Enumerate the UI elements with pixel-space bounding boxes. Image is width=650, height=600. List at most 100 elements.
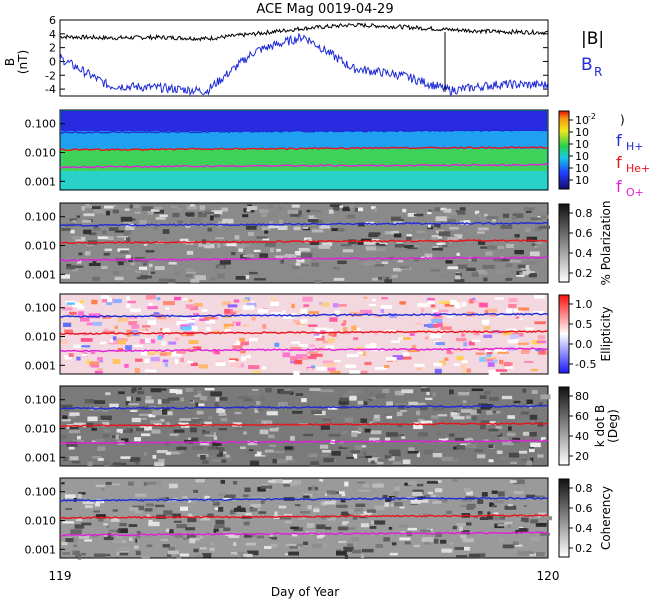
spectrogram-cell: [388, 527, 393, 530]
spectrogram-cell: [328, 332, 334, 336]
spectrogram-cell: [485, 308, 498, 313]
spectrogram-cell: [309, 243, 321, 249]
spectrogram-cell: [354, 508, 363, 512]
spectrogram-cell: [115, 434, 120, 440]
spectrogram-cell: [168, 278, 176, 284]
spectrogram-cell: [530, 368, 538, 372]
spectrogram-cell: [303, 227, 309, 229]
spectrogram-cell: [325, 345, 335, 349]
freq-tick-label: 0.010: [25, 515, 57, 528]
spectrogram-cell: [293, 319, 300, 324]
spectrogram-cell: [242, 324, 249, 327]
spectrogram-cell: [203, 396, 208, 401]
spectrogram-cell: [298, 344, 308, 348]
spectrogram-cell: [438, 300, 451, 304]
spectrogram-cell: [264, 546, 272, 549]
spectrogram-cell: [440, 539, 447, 544]
spectrogram-cell: [402, 356, 412, 360]
spectrogram-cell: [526, 399, 533, 405]
spectrogram-cell: [529, 445, 534, 449]
spectrogram-cell: [154, 225, 159, 230]
colorbar-tick-label: 0.2: [575, 267, 593, 280]
spectrogram-cell: [147, 481, 156, 485]
spectrogram-cell: [365, 344, 377, 349]
spectrogram-cell: [61, 482, 65, 485]
spectrogram-cell: [135, 460, 139, 465]
spectrogram-cell: [342, 443, 347, 448]
spectrogram-cell: [156, 450, 168, 454]
spectrogram-cell: [268, 480, 276, 483]
spectrogram-cell: [339, 397, 349, 402]
freq-tick-label: 0.001: [25, 359, 57, 372]
spectrogram-cell: [350, 450, 361, 453]
spectrogram-cell: [270, 301, 280, 306]
spectrogram-cell: [82, 219, 92, 223]
spectrogram-cell: [95, 502, 101, 507]
spectrogram-cell: [456, 252, 460, 256]
spectrogram-cell: [180, 506, 188, 511]
spectrogram-cell: [236, 340, 241, 344]
spectrogram-cell: [486, 359, 493, 362]
spectrogram-cell: [126, 237, 131, 242]
colorbar-tick-label: 0.5: [575, 318, 593, 331]
spectrogram-cell: [505, 277, 513, 281]
spectrogram-cell: [517, 264, 526, 269]
spectrogram-cell: [424, 540, 431, 545]
spectrogram-cell: [234, 427, 244, 430]
spectrogram-cell: [212, 459, 221, 463]
spectrogram-cell: [338, 400, 349, 405]
spectrogram-cell: [486, 515, 496, 520]
spectrogram-cell: [339, 205, 344, 208]
spectrogram-cell: [436, 480, 442, 483]
spectrogram-cell: [117, 317, 129, 322]
spectrogram-cell: [202, 431, 210, 434]
spectrogram-cell: [462, 370, 470, 373]
spectrogram-cell: [226, 243, 237, 247]
spectrogram-cell: [169, 229, 174, 232]
spectrogram-cell: [460, 443, 471, 447]
spectrogram-cell: [62, 552, 70, 555]
spectrogram-cell: [394, 483, 398, 487]
spectrogram-cell: [316, 524, 326, 530]
spectrogram-cell: [299, 511, 311, 514]
spectrogram-cell: [168, 262, 177, 265]
spectrogram-cell: [176, 524, 187, 529]
spectrogram-cell: [397, 424, 403, 428]
spectrogram-cell: [291, 341, 301, 344]
spectrogram-cell: [215, 397, 220, 402]
spectrogram-cell: [482, 319, 490, 325]
spectrogram-cell: [162, 544, 170, 548]
spectrogram-cell: [61, 404, 73, 409]
spectrogram-cell: [506, 243, 514, 249]
spectrogram-cell: [112, 209, 119, 214]
spectrogram-cell: [386, 401, 393, 406]
spectrogram-cell: [400, 410, 407, 413]
spectrogram-cell: [112, 540, 123, 543]
legend-he-f: f: [616, 153, 622, 172]
spectrogram-cell: [353, 337, 359, 341]
spectrogram-cell: [497, 351, 509, 354]
freq-line-f-he-plus: [59, 146, 549, 152]
spectrogram-cell: [453, 363, 460, 366]
spectrogram-cell: [243, 553, 251, 557]
spectrogram-cell: [262, 238, 269, 241]
colorbar-tick-label: 20: [575, 450, 589, 463]
spectrogram-cell: [201, 309, 208, 312]
spectrogram-cell: [153, 363, 161, 368]
legend-b-total: |B|: [581, 29, 604, 49]
spectrogram-cell: [495, 516, 506, 520]
spectrogram-cell: [214, 525, 225, 528]
spectrogram-cell: [411, 227, 418, 231]
spectrogram-cell: [95, 484, 106, 487]
spectrogram-cell: [65, 508, 73, 511]
spectrogram-cell: [483, 390, 491, 395]
spectrogram-cell: [309, 241, 320, 245]
spectrogram-cell: [112, 359, 121, 364]
spectrogram-cell: [185, 322, 195, 326]
spectrogram-cell: [400, 337, 411, 340]
spectrogram-cell: [125, 538, 136, 544]
spectrogram-cell: [353, 388, 362, 394]
spectrogram-cell: [513, 479, 525, 485]
spectrogram-cell: [471, 272, 479, 277]
spectrogram-cell: [347, 354, 359, 358]
